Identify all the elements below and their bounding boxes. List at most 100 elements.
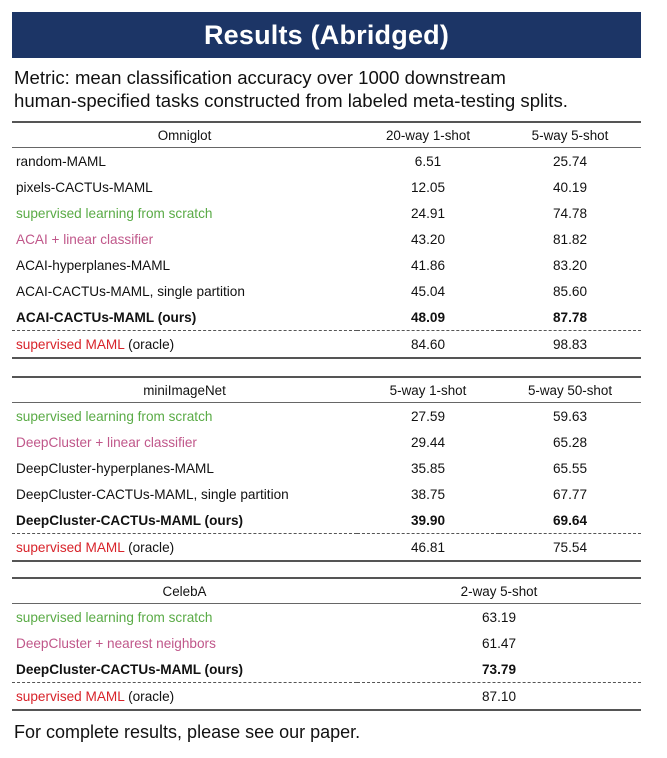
footer-note: For complete results, please see our pap…: [14, 722, 361, 742]
method-name: supervised MAML (oracle): [12, 533, 357, 562]
method-label: supervised MAML: [16, 336, 125, 352]
accuracy-value: 74.78: [552, 205, 588, 221]
accuracy-value: 69.64: [499, 507, 641, 534]
setting-header: 20-way 1-shot: [357, 121, 499, 148]
method-name: supervised learning from scratch: [12, 604, 357, 631]
method-name: supervised learning from scratch: [12, 403, 357, 430]
title-banner: Results (Abridged): [12, 12, 641, 58]
table-header-row: Omniglot 20-way 1-shot 5-way 5-shot: [12, 121, 641, 148]
method-label: DeepCluster + nearest neighbors: [16, 635, 216, 651]
table-row: DeepCluster + linear classifier 29.44 65.2…: [12, 429, 641, 455]
method-name: ACAI-CACTUs-MAML (ours): [12, 304, 357, 331]
method-label: ACAI + linear classifier: [16, 231, 154, 247]
table-row: supervised MAML (oracle) 46.81 75.54: [12, 533, 641, 562]
accuracy-value: 45.04: [410, 283, 446, 299]
table-row: supervised MAML (oracle) 87.10: [12, 682, 641, 711]
table-row: supervised learning from scratch 63.19: [12, 604, 641, 631]
method-name: supervised learning from scratch: [12, 200, 357, 226]
table-row: DeepCluster-CACTUs-MAML (ours) 73.79: [12, 656, 641, 683]
accuracy-value: 85.60: [552, 283, 588, 299]
accuracy-value: 65.55: [552, 460, 588, 476]
method-name: supervised MAML (oracle): [12, 330, 357, 359]
accuracy-value: 87.10: [357, 682, 641, 711]
method-name: random-MAML: [12, 148, 357, 175]
accuracy-value: 35.85: [410, 460, 446, 476]
table-row: ACAI-CACTUs-MAML (ours) 48.09 87.78: [12, 304, 641, 331]
table-row: random-MAML 6.51 25.74: [12, 148, 641, 175]
table-row: DeepCluster-hyperplanes-MAML 35.85 65.55: [12, 455, 641, 481]
method-label: ACAI-CACTUs-MAML, single partition: [16, 283, 245, 299]
method-suffix: (oracle): [124, 539, 175, 555]
method-label: DeepCluster-CACTUs-MAML (ours): [16, 661, 244, 677]
method-name: DeepCluster-CACTUs-MAML, single partitio…: [12, 481, 357, 507]
table-row: supervised MAML (oracle) 84.60 98.83: [12, 330, 641, 359]
method-label: DeepCluster-CACTUs-MAML (ours): [16, 512, 244, 528]
method-label: DeepCluster-CACTUs-MAML, single partitio…: [16, 486, 289, 502]
method-label: supervised MAML: [16, 539, 125, 555]
table-row: supervised learning from scratch 27.59 59.…: [12, 403, 641, 430]
accuracy-value: 81.82: [552, 231, 588, 247]
accuracy-value: 48.09: [357, 304, 499, 331]
method-label: ACAI-hyperplanes-MAML: [16, 257, 171, 273]
accuracy-value: 38.75: [410, 486, 446, 502]
celeba-table: CelebA 2-way 5-shot supervised learning fr…: [12, 577, 641, 711]
table-row: ACAI-hyperplanes-MAML 41.86 83.20: [12, 252, 641, 278]
accuracy-value: 6.51: [414, 153, 442, 169]
accuracy-value: 25.74: [552, 153, 588, 169]
accuracy-value: 87.78: [499, 304, 641, 331]
accuracy-value: 46.81: [357, 533, 499, 562]
method-label: supervised learning from scratch: [16, 205, 213, 221]
method-suffix: (oracle): [124, 688, 175, 704]
accuracy-value: 59.63: [552, 408, 588, 424]
method-label: supervised MAML: [16, 688, 125, 704]
accuracy-value: 84.60: [357, 330, 499, 359]
metric-description: Metric: mean classification accuracy ove…: [14, 66, 644, 112]
accuracy-value: 41.86: [410, 257, 446, 273]
method-label: ACAI-CACTUs-MAML (ours): [16, 309, 197, 325]
table-header-row: miniImageNet 5-way 1-shot 5-way 50-shot: [12, 376, 641, 403]
method-suffix: (oracle): [124, 336, 175, 352]
table-row: DeepCluster-CACTUs-MAML, single partitio…: [12, 481, 641, 507]
method-name: ACAI-hyperplanes-MAML: [12, 252, 357, 278]
miniimagenet-table: miniImageNet 5-way 1-shot 5-way 50-shot sup…: [12, 376, 641, 562]
table-row: DeepCluster + nearest neighbors 61.47: [12, 630, 641, 656]
table-row: supervised learning from scratch 24.91 74.…: [12, 200, 641, 226]
method-name: DeepCluster + nearest neighbors: [12, 630, 357, 656]
accuracy-value: 24.91: [410, 205, 446, 221]
accuracy-value: 75.54: [499, 533, 641, 562]
omniglot-table: Omniglot 20-way 1-shot 5-way 5-shot random-…: [12, 121, 641, 359]
accuracy-value: 40.19: [552, 179, 588, 195]
accuracy-value: 83.20: [552, 257, 588, 273]
accuracy-value: 12.05: [410, 179, 446, 195]
dataset-header: Omniglot: [12, 121, 357, 148]
method-name: ACAI-CACTUs-MAML, single partition: [12, 278, 357, 304]
method-label: DeepCluster-hyperplanes-MAML: [16, 460, 214, 476]
metric-line-1: Metric: mean classification accuracy ove…: [14, 67, 506, 88]
method-name: pixels-CACTUs-MAML: [12, 174, 357, 200]
accuracy-value: 63.19: [481, 609, 517, 625]
setting-header: 2-way 5-shot: [357, 577, 641, 604]
table-row: pixels-CACTUs-MAML 12.05 40.19: [12, 174, 641, 200]
metric-line-2: human-specified tasks constructed from l…: [14, 90, 568, 111]
page-title: Results (Abridged): [203, 19, 450, 50]
method-label: supervised learning from scratch: [16, 609, 213, 625]
setting-header: 5-way 50-shot: [499, 376, 641, 403]
table-row: DeepCluster-CACTUs-MAML (ours) 39.90 69.64: [12, 507, 641, 534]
setting-header: 5-way 5-shot: [499, 121, 641, 148]
method-name: DeepCluster-CACTUs-MAML (ours): [12, 656, 357, 683]
table-row: ACAI-CACTUs-MAML, single partition 45.04 8…: [12, 278, 641, 304]
method-name: DeepCluster-hyperplanes-MAML: [12, 455, 357, 481]
setting-header: 5-way 1-shot: [357, 376, 499, 403]
method-name: ACAI + linear classifier: [12, 226, 357, 252]
accuracy-value: 27.59: [410, 408, 446, 424]
accuracy-value: 43.20: [410, 231, 446, 247]
accuracy-value: 29.44: [410, 434, 446, 450]
table-header-row: CelebA 2-way 5-shot: [12, 577, 641, 604]
accuracy-value: 98.83: [499, 330, 641, 359]
dataset-header: CelebA: [12, 577, 357, 604]
accuracy-value: 65.28: [552, 434, 588, 450]
method-name: DeepCluster + linear classifier: [12, 429, 357, 455]
accuracy-value: 67.77: [552, 486, 588, 502]
accuracy-value: 61.47: [481, 635, 517, 651]
method-name: DeepCluster-CACTUs-MAML (ours): [12, 507, 357, 534]
